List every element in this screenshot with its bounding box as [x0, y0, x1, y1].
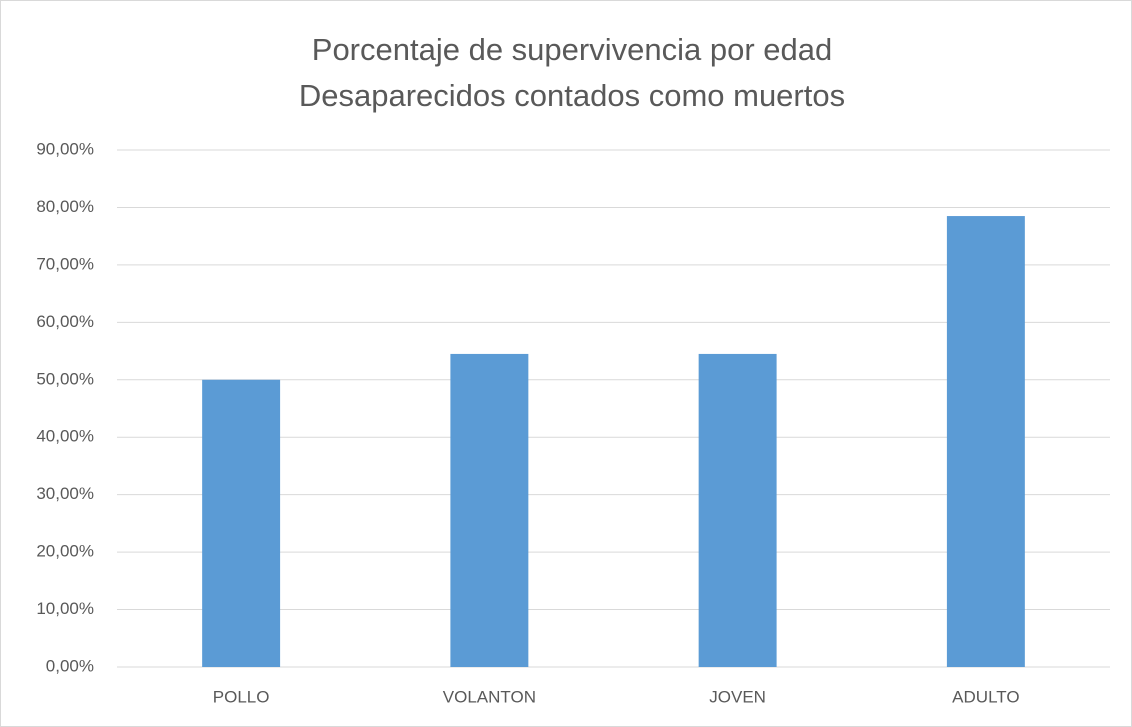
y-tick-label: 20,00%	[36, 542, 94, 561]
y-tick-label: 0,00%	[46, 656, 94, 675]
y-tick-label: 40,00%	[36, 427, 94, 446]
y-tick-label: 10,00%	[36, 599, 94, 618]
bar	[450, 353, 529, 667]
bar	[946, 216, 1025, 668]
y-tick-label: 70,00%	[36, 254, 94, 273]
chart-subtitle: Desaparecidos contados como muertos	[299, 78, 845, 113]
y-tick-label: 90,00%	[36, 139, 94, 158]
y-tick-label: 80,00%	[36, 197, 94, 216]
chart-title: Porcentaje de supervivencia por edad	[312, 32, 832, 67]
bar	[698, 353, 777, 667]
x-tick-label: VOLANTON	[443, 687, 536, 706]
x-tick-label: ADULTO	[952, 687, 1019, 706]
y-tick-label: 50,00%	[36, 369, 94, 388]
bar	[202, 379, 281, 667]
y-tick-label: 60,00%	[36, 312, 94, 331]
y-tick-label: 30,00%	[36, 484, 94, 503]
x-tick-label: POLLO	[213, 687, 270, 706]
x-tick-label: JOVEN	[709, 687, 766, 706]
